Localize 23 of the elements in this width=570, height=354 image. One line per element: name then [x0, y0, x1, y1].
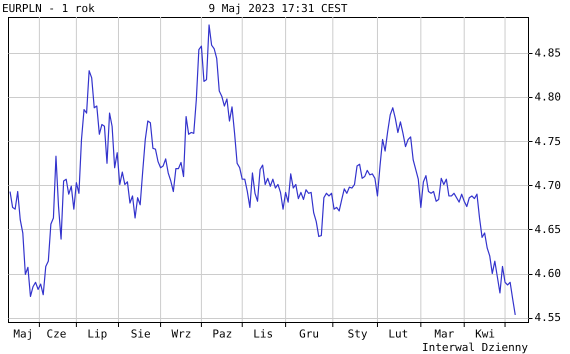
x-tick-label: Lis: [253, 328, 274, 340]
y-tick-label: 4.85: [534, 46, 561, 60]
x-tick-label: Sty: [348, 328, 368, 340]
y-tick-label: 4.75: [534, 134, 561, 148]
x-tick-label: Mar: [434, 328, 455, 340]
chart-subtitle: 9 Maj 2023 17:31 CEST: [208, 2, 348, 15]
y-tick-label: 4.70: [534, 178, 561, 192]
line-series: [9, 24, 516, 316]
x-tick-label: Lip: [87, 328, 108, 340]
x-tick-label: Paz: [212, 328, 232, 340]
y-tick-label: 4.65: [534, 222, 561, 236]
y-tick-label: 4.80: [534, 90, 561, 104]
text: Interwal Dzienny: [422, 341, 528, 354]
y-tick-label: 4.60: [534, 267, 561, 280]
x-tick-label: Sie: [130, 328, 151, 340]
chart-title: EURPLN - 1 rok: [2, 2, 96, 15]
x-tick-label: Maj: [13, 328, 34, 340]
y-tick-label: 4.55: [534, 311, 561, 324]
x-tick-label: Lut: [388, 328, 408, 340]
x-tick-label: Gru: [299, 328, 320, 340]
x-tick-label: Kwi: [475, 328, 496, 340]
x-tick-label: Wrz: [172, 328, 192, 340]
x-tick-label: Cze: [46, 328, 66, 340]
